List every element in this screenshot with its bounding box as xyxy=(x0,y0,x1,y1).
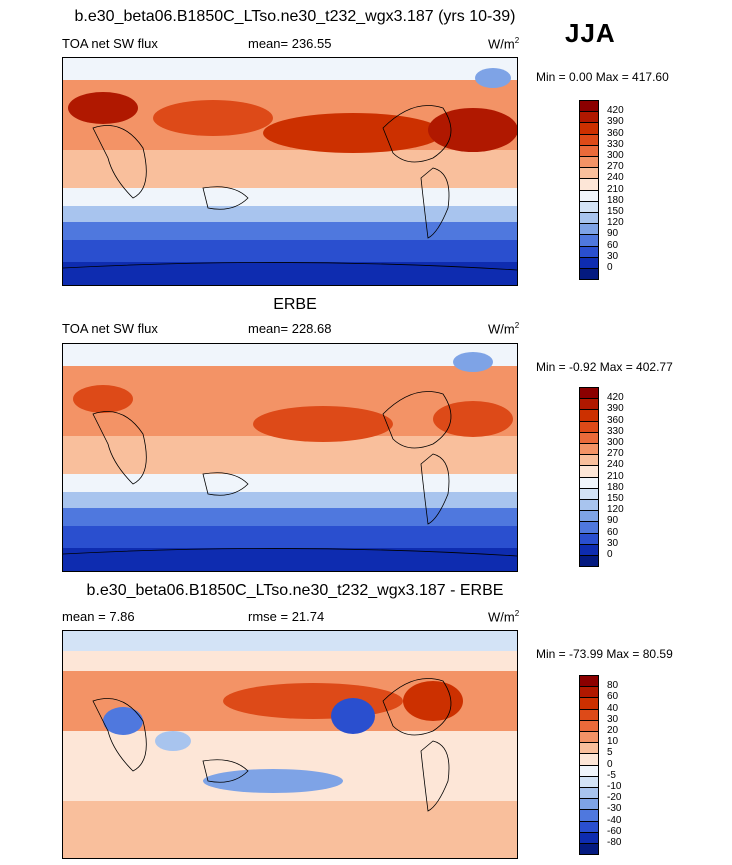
colorbar-level-label: -10 xyxy=(607,781,622,792)
panel1-unit-label: W/m2 xyxy=(488,36,520,52)
colorbar-level-label: 210 xyxy=(607,470,624,482)
panel1-minmax: Min = 0.00 Max = 417.60 xyxy=(536,70,669,84)
colorbar-level-label: 120 xyxy=(607,217,624,229)
colorbar-level-label: 10 xyxy=(607,736,619,748)
panel2-mean-label: mean= 228.68 xyxy=(248,321,332,336)
colorbar-level-label: -5 xyxy=(607,769,616,781)
panel1-mean-label: mean= 236.55 xyxy=(248,36,332,51)
panel2-map xyxy=(62,343,518,572)
colorbar-swatch xyxy=(579,843,599,856)
colorbar-level-label: 90 xyxy=(607,515,619,527)
colorbar-level-label: 420 xyxy=(607,392,624,404)
colorbar-level-label: 150 xyxy=(607,493,624,504)
panel2-colorbar: 420 390 360 330 300 270 240 210 180 150 120 90 60 30 0 xyxy=(579,387,699,568)
colorbar-level-label: 270 xyxy=(607,448,624,460)
colorbar-level-label: 30 xyxy=(607,537,619,549)
panel2-map-field xyxy=(63,344,517,571)
colorbar-swatch xyxy=(579,268,599,281)
colorbar-level-label: 20 xyxy=(607,725,619,736)
colorbar-level-label: -80 xyxy=(607,837,622,848)
colorbar-level-label: 300 xyxy=(607,150,624,161)
colorbar-level-label: 0 xyxy=(607,758,613,770)
colorbar-level-label: 120 xyxy=(607,504,624,516)
panel1-colorbar: 420 390 360 330 300 270 240 210 180 150 120 90 60 30 0 xyxy=(579,100,699,281)
colorbar-level-label: -30 xyxy=(607,803,622,815)
panel3-rmse-label: rmse = 21.74 xyxy=(248,609,325,624)
colorbar-level-label: 0 xyxy=(607,262,613,273)
colorbar-level-label: 420 xyxy=(607,105,624,117)
colorbar-level-label: 60 xyxy=(607,526,619,538)
colorbar-level-label: 360 xyxy=(607,414,624,426)
colorbar-level-label: 60 xyxy=(607,691,619,703)
panel3-minmax: Min = -73.99 Max = 80.59 xyxy=(536,647,673,661)
panel1-map xyxy=(62,57,518,286)
colorbar-swatch xyxy=(579,555,599,568)
panel3-title: b.e30_beta06.B1850C_LTso.ne30_t232_wgx3.… xyxy=(86,582,504,599)
season-label: JJA xyxy=(565,18,616,48)
panel3-mean-label: mean = 7.86 xyxy=(62,609,135,624)
panel2-variable-label: TOA net SW flux xyxy=(62,321,158,336)
panel3-map xyxy=(62,630,518,859)
colorbar-level-label: 270 xyxy=(607,161,624,173)
colorbar-level-label: 0 xyxy=(607,549,613,560)
colorbar-level-label: 240 xyxy=(607,459,624,471)
panel3-colorbar: 80 60 40 30 20 10 5 0 -5 -10 -20 -30 -40 -60 -80 xyxy=(579,675,699,856)
panel1-variable-label: TOA net SW flux xyxy=(62,36,158,51)
colorbar-level-label: 90 xyxy=(607,228,619,240)
panel2-title: ERBE xyxy=(273,296,317,313)
colorbar-level-label: 390 xyxy=(607,116,624,128)
colorbar-level-label: -20 xyxy=(607,792,622,804)
colorbar-level-label: 180 xyxy=(607,481,624,493)
panel2-minmax: Min = -0.92 Max = 402.77 xyxy=(536,360,673,374)
panel2-unit-label: W/m2 xyxy=(488,321,520,337)
colorbar-level-label: 150 xyxy=(607,206,624,217)
colorbar-level-label: -40 xyxy=(607,814,622,826)
colorbar-level-label: 330 xyxy=(607,138,624,150)
panel3-map-field xyxy=(63,631,517,858)
colorbar-level-label: 40 xyxy=(607,702,619,714)
colorbar-level-label: 5 xyxy=(607,747,613,759)
panel3-unit-label: W/m2 xyxy=(488,609,520,625)
colorbar-level-label: -60 xyxy=(607,825,622,837)
panel1-title: b.e30_beta06.B1850C_LTso.ne30_t232_wgx3.… xyxy=(74,8,516,25)
colorbar-level-label: 30 xyxy=(607,713,619,725)
colorbar-level-label: 300 xyxy=(607,437,624,448)
colorbar-level-label: 180 xyxy=(607,194,624,206)
colorbar-level-label: 80 xyxy=(607,680,619,692)
panel1-map-field xyxy=(63,58,517,285)
colorbar-level-label: 210 xyxy=(607,183,624,195)
colorbar-level-label: 240 xyxy=(607,172,624,184)
colorbar-level-label: 360 xyxy=(607,127,624,139)
colorbar-level-label: 60 xyxy=(607,239,619,251)
colorbar-level-label: 330 xyxy=(607,425,624,437)
colorbar-level-label: 30 xyxy=(607,250,619,262)
colorbar-level-label: 390 xyxy=(607,403,624,415)
